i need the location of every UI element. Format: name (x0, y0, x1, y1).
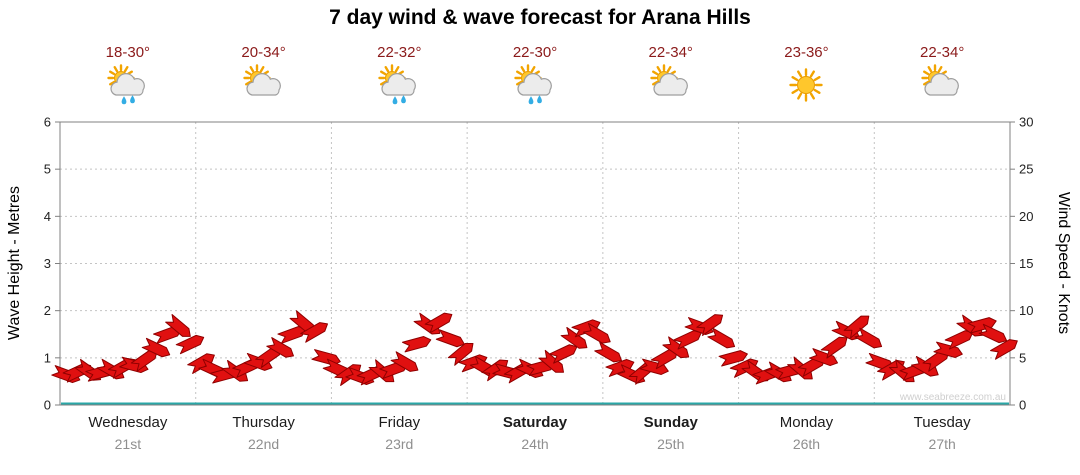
svg-text:20: 20 (1019, 209, 1033, 224)
day-name: Tuesday (913, 414, 971, 431)
temperature-range: 22-32° (377, 44, 422, 61)
day-name: Sunday (643, 414, 698, 431)
svg-text:0: 0 (1019, 398, 1026, 413)
day-name: Friday (378, 414, 421, 431)
svg-text:30: 30 (1019, 115, 1033, 130)
sun-icon (784, 64, 828, 111)
day-date: 23rd (385, 436, 414, 452)
day-date: 26th (792, 436, 821, 452)
x-axis-labels: Wednesday 21st Thursday 22nd Friday 23rd… (60, 414, 1010, 452)
svg-text:6: 6 (44, 115, 51, 130)
day-column: Sunday 25th (603, 414, 739, 452)
svg-text:3: 3 (44, 256, 51, 271)
sun-cloud-icon (242, 64, 286, 111)
svg-text:1: 1 (44, 350, 51, 365)
temperature-range: 20-34° (241, 44, 286, 61)
day-date: 22nd (248, 436, 280, 452)
day-date: 24th (521, 436, 549, 452)
temperature-range: 23-36° (784, 44, 829, 61)
temperature-row: 18-30° 20-34° 22-32° 22-30° 22-34° 23-36… (60, 44, 1010, 61)
temperature-range: 22-34° (648, 44, 693, 61)
svg-text:2: 2 (44, 303, 51, 318)
svg-text:5: 5 (44, 162, 51, 177)
page-title: 7 day wind & wave forecast for Arana Hil… (329, 6, 751, 29)
day-date: 25th (657, 436, 685, 452)
day-name: Monday (779, 414, 834, 431)
sun-cloud-rain-icon (106, 64, 150, 111)
temperature-range: 22-34° (919, 44, 965, 61)
day-column: Saturday 24th (467, 414, 603, 452)
weather-icons-row (60, 64, 1010, 112)
temperature-range: 18-30° (105, 44, 151, 61)
sun-cloud-rain-icon (513, 64, 557, 111)
svg-text:15: 15 (1019, 256, 1033, 271)
svg-text:25: 25 (1019, 162, 1033, 177)
svg-text:4: 4 (44, 209, 51, 224)
day-column: Wednesday 21st (60, 414, 196, 452)
day-name: Wednesday (88, 414, 168, 431)
temperature-range: 22-30° (512, 44, 558, 61)
day-column: Friday 23rd (331, 414, 467, 452)
svg-text:5: 5 (1019, 350, 1026, 365)
day-date: 21st (114, 436, 142, 452)
svg-text:10: 10 (1019, 303, 1033, 318)
day-column: Monday 26th (739, 414, 875, 452)
day-name: Thursday (232, 414, 295, 431)
sun-cloud-icon (649, 64, 693, 111)
sun-cloud-icon (920, 64, 964, 111)
svg-text:0: 0 (44, 398, 51, 413)
day-column: Tuesday 27th (874, 414, 1010, 452)
day-date: 27th (928, 436, 956, 452)
watermark: www.seabreeze.com.au (899, 392, 1006, 403)
day-column: Thursday 22nd (196, 414, 332, 452)
sun-cloud-rain-icon (377, 64, 421, 111)
day-name: Saturday (502, 414, 568, 431)
